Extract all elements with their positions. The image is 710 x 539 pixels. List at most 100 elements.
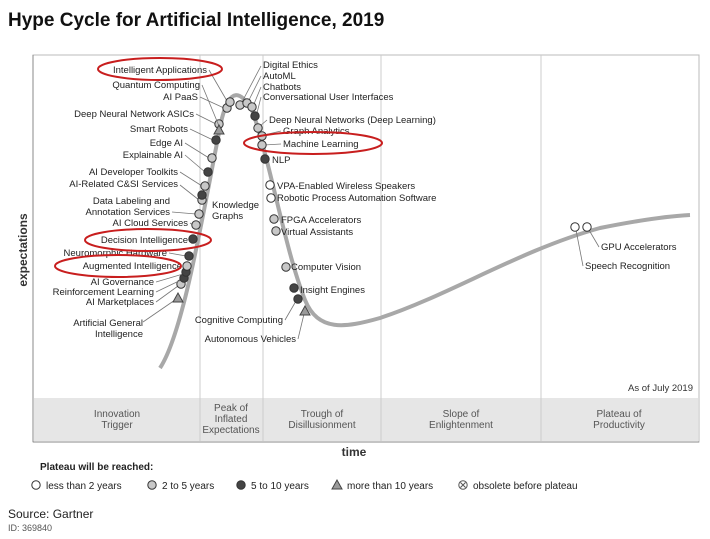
tech-leader-line [588,229,600,248]
tech-leader-line [171,211,197,215]
tech-label: VPA-Enabled Wireless Speakers [277,181,415,192]
tech-label: FPGA Accelerators [281,215,362,226]
tech-label: AutoML [263,71,296,82]
tech-marker [172,291,184,303]
tech-marker [253,123,263,133]
tech-item: AI Governance [91,267,191,288]
tech-label: AI Developer Toolkits [89,167,178,178]
highlight-ellipse [97,57,223,81]
tech-label: Virtual Assistants [281,227,353,238]
tech-item: Chatbots [247,82,301,112]
tech-marker [281,262,291,272]
tech-leader-line [179,171,203,187]
tech-label: AI PaaS [163,92,198,103]
tech-label: Autonomous Vehicles [205,334,297,345]
tech-marker [197,190,207,200]
tech-label: Augmented Intelligence [83,261,182,272]
legend-item: more than 10 years [331,478,433,492]
tech-item: Conversational User Interfaces [250,92,394,121]
tech-marker [266,193,276,203]
tech-marker [247,102,257,112]
phase-label: Slope of [443,409,480,420]
tech-label: Insight Engines [300,285,365,296]
hype-curve [158,93,691,370]
legend-item: less than 2 years [31,480,122,492]
tech-label: Machine Learning [283,139,359,150]
tech-marker [260,154,270,164]
tech-label: Artificial General [73,318,143,329]
tech-leader-line [189,128,214,141]
tech-leader-line [256,96,262,114]
tech-leader-line [284,300,297,321]
tech-item: Decision Intelligence [101,234,198,246]
tech-item: Neuromorphic Hardware [64,248,194,261]
tech-label: Digital Ethics [263,60,318,71]
tech-item: Cognitive Computing [195,294,303,326]
x-axis-label: time [342,445,367,459]
as-of-note: As of July 2019 [628,383,693,394]
tech-marker [257,140,267,150]
legend-title: Plateau will be reached: [40,462,153,473]
tech-leader-line [199,96,225,109]
phase-label: Inflated [215,414,248,425]
tech-leader-line [201,84,220,127]
tech-label: Smart Robots [130,124,188,135]
tech-leader-line [168,252,187,257]
tech-label: Reinforcement Learning [53,287,154,298]
legend-item: 5 to 10 years [236,480,309,492]
legend-item: 2 to 5 years [147,480,214,492]
tech-item: Edge AI [150,138,217,163]
tech-marker [182,261,192,271]
tech-leader-line [184,154,206,173]
tech-item: Robotic Process Automation Software [266,193,436,204]
tech-label: AI Governance [91,277,154,288]
tech-marker [269,214,279,224]
tech-leader-line [263,143,282,146]
tech-label: Edge AI [150,138,183,149]
tech-marker [289,283,299,293]
tech-leader-line [241,65,262,103]
tech-leader-line [195,113,217,125]
doc-id: ID: 369840 [8,523,52,533]
tech-marker [211,135,221,145]
tech-label: Chatbots [263,82,301,93]
phase-label: Productivity [593,420,645,431]
tech-marker [213,123,225,135]
tech-item: Data Labeling and [93,196,170,207]
tech-item: Machine Learning [257,139,359,150]
chart-title: Hype Cycle for Artificial Intelligence, … [8,10,384,31]
legend-label: more than 10 years [347,481,433,492]
tech-label: Deep Neural Network ASICs [74,109,194,120]
tech-item: Insight Engines [289,283,365,296]
tech-label: Data Labeling and [93,196,170,207]
tech-item: VPA-Enabled Wireless Speakers [265,180,415,192]
tech-marker [203,167,213,177]
tech-marker [331,478,343,490]
tech-leader-line [155,279,182,293]
tech-item: Deep Neural Networks (Deep Learning) [253,115,436,133]
tech-leader-line [155,285,179,303]
tech-item: NLP [260,154,290,166]
phase-label: Enlightenment [429,420,493,431]
tech-item: Smart Robots [130,124,221,145]
tech-marker-cross [460,482,466,488]
tech-label: AI-Related C&SI Services [69,179,178,190]
tech-label: Graphs [212,211,243,222]
phase-band [34,398,698,441]
tech-marker [299,304,311,316]
tech-item: Autonomous Vehicles [205,304,311,345]
phase-label: Trigger [101,420,133,431]
tech-label: Knowledge [212,200,259,211]
tech-label: Quantum Computing [112,80,200,91]
tech-marker [293,294,303,304]
legend-label: 2 to 5 years [162,481,214,492]
source-note: Source: Gartner [8,507,93,521]
legend-label: less than 2 years [46,481,122,492]
y-axis-label: expectations [16,213,30,287]
tech-label: Speech Recognition [585,261,670,272]
legend-label: obsolete before plateau [473,481,578,492]
tech-leader-line [179,184,200,201]
tech-item: Virtual Assistants [271,226,353,238]
tech-leader-line [297,313,305,340]
